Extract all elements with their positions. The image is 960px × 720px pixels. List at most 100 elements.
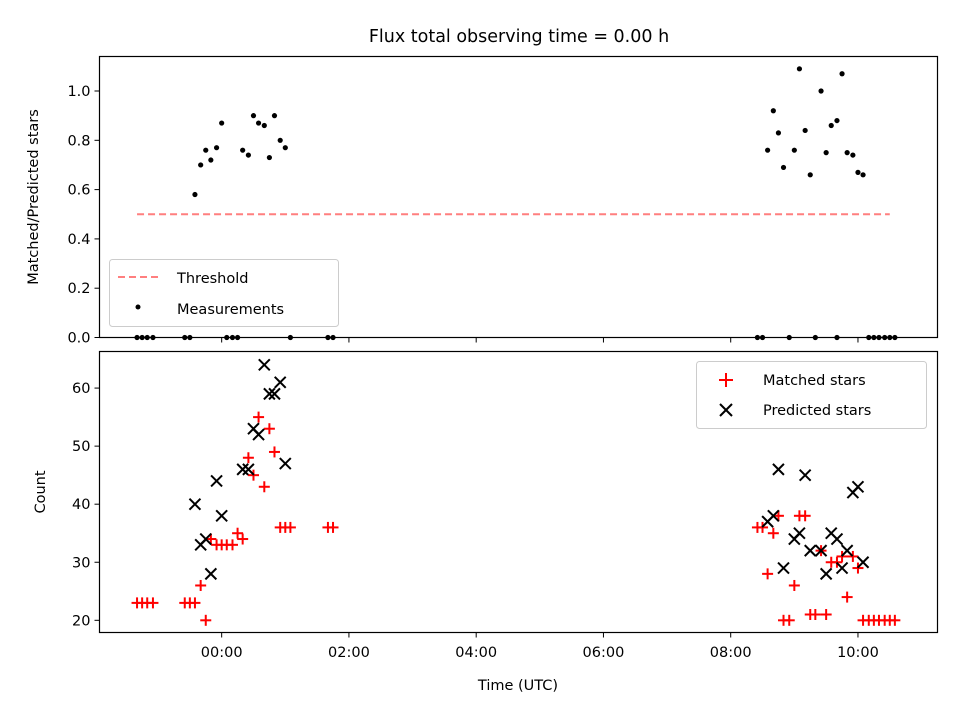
measurement-point: [823, 150, 829, 156]
matched-star-point: [232, 527, 244, 539]
matched-star-point: [195, 579, 207, 591]
predicted-star-point: [772, 463, 785, 476]
measurement-point: [261, 122, 267, 129]
measurement-point: [791, 147, 797, 153]
measurement-point: [277, 137, 283, 143]
matched-star-point: [847, 550, 859, 562]
ratio-x-ticks: [221, 337, 859, 343]
measurement-point: [834, 117, 840, 124]
matched-star-point: [268, 446, 280, 458]
count-y-tick-label: 50: [72, 439, 90, 455]
predicted-star-point: [188, 497, 202, 511]
predicted-star-point: [279, 457, 292, 470]
matched-legend-swatch: [719, 373, 733, 387]
count-y-tick-label: 40: [72, 497, 90, 513]
measurement-point: [765, 147, 771, 153]
predicted-star-point: [793, 527, 806, 540]
measurement-point: [198, 162, 204, 168]
count-x-ticks: 00:00 02:00 04:00 06:00 08:00 10:00: [201, 632, 879, 661]
matched-star-point: [242, 452, 254, 464]
matched-star-point: [200, 614, 212, 626]
predicted-star-point: [819, 567, 833, 581]
count-x-tick-label: 08:00: [710, 645, 752, 661]
measurement-point: [839, 71, 845, 77]
matched-star-point: [889, 614, 901, 626]
matched-star-point: [783, 614, 795, 626]
ratio-y-tick-label: 0.6: [67, 183, 90, 199]
measurement-point: [802, 127, 808, 134]
measurement-point: [860, 172, 866, 178]
matched-star-point: [327, 521, 339, 533]
count-x-tick-label: 04:00: [455, 645, 497, 661]
predicted-star-point: [830, 532, 844, 546]
predicted-star-point: [851, 480, 865, 493]
count-x-tick-label: 02:00: [328, 645, 370, 661]
measurement-point: [807, 172, 813, 178]
predicted-legend-swatch: [719, 403, 733, 417]
predicted-star-point: [268, 387, 281, 401]
count-panel: 20 30 40 50 60 00:00 02:00 04:00 06:00 08:00 10:0…: [33, 350, 939, 694]
predicted-star-point: [252, 428, 265, 441]
measurement-point: [255, 120, 262, 126]
matched-star-point: [772, 510, 784, 522]
predicted-star-point: [242, 463, 255, 476]
measurement-point: [828, 122, 834, 129]
predicted-star-point: [258, 358, 271, 372]
measurement-point: [271, 113, 278, 119]
measurement-point: [818, 88, 824, 94]
measurement-point: [219, 120, 225, 126]
matched-star-point: [253, 411, 265, 423]
predicted-star-point: [274, 376, 287, 389]
predicted-star-point: [263, 387, 276, 401]
ratio-y-tick-label: 1.0: [67, 84, 90, 100]
predicted-star-point: [835, 561, 849, 575]
matched-star-point: [799, 510, 811, 522]
measurement-point: [770, 108, 776, 114]
measurement-point: [250, 113, 257, 119]
count-y-tick-label: 30: [72, 555, 90, 571]
ratio-panel-frame: [98, 55, 939, 339]
matched-legend-label: Matched stars: [763, 373, 866, 389]
predicted-star-point: [798, 468, 812, 482]
count-y-axis-label: Count: [33, 470, 49, 513]
count-y-tick-label: 20: [72, 613, 90, 629]
matched-star-point: [205, 533, 217, 545]
ratio-y-axis-label: Matched/Predicted stars: [26, 109, 42, 285]
predicted-star-point: [215, 509, 228, 523]
measurements-legend-swatch: [135, 304, 141, 310]
measurement-point: [844, 150, 850, 156]
measurements-legend-label: Measurements: [177, 302, 284, 318]
measurement-point: [282, 145, 288, 151]
ratio-y-tick-label: 0.0: [67, 331, 90, 347]
threshold-legend-label: Threshold: [176, 271, 248, 287]
predicted-star-point: [210, 474, 223, 488]
measurement-point: [208, 157, 214, 163]
measurement-point: [213, 145, 220, 151]
count-x-tick-label: 06:00: [583, 645, 625, 661]
matched-star-point: [762, 568, 774, 580]
matched-star-point: [263, 423, 275, 435]
matched-star-point: [284, 521, 296, 533]
measurement-point: [245, 152, 251, 158]
count-x-tick-label: 00:00: [201, 645, 243, 661]
predicted-star-point: [199, 532, 212, 546]
measurement-point: [775, 130, 782, 136]
matched-star-point: [258, 481, 270, 493]
count-legend: Matched stars Predicted stars: [696, 361, 927, 429]
ratio-marks: [134, 66, 898, 341]
matched-star-point: [767, 527, 779, 539]
matched-star-point: [237, 533, 249, 545]
predicted-star-point: [814, 544, 828, 557]
matched-star-point: [226, 539, 238, 551]
ratio-y-tick-label: 0.8: [67, 133, 90, 149]
matched-star-point: [147, 597, 159, 609]
ratio-y-ticks: 0.0 0.2 0.4 0.6 0.8 1.0: [67, 84, 100, 347]
predicted-star-point: [840, 544, 854, 557]
predicted-legend-label: Predicted stars: [763, 403, 871, 419]
predicted-star-point: [767, 509, 780, 523]
predicted-star-point: [777, 561, 790, 575]
count-legend-box: [696, 361, 927, 429]
count-panel-frame: [98, 350, 939, 634]
count-marks: [131, 358, 901, 626]
